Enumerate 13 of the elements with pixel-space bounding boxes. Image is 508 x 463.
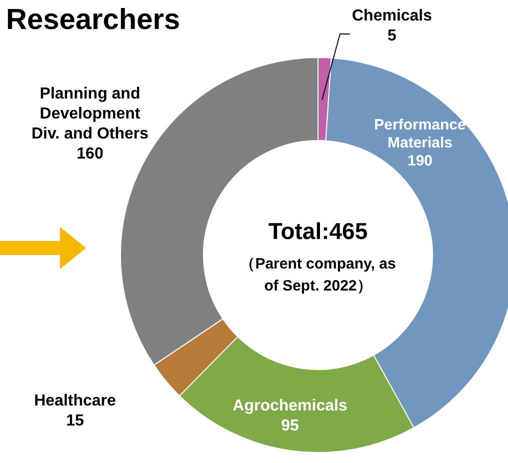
slice-label: Performance Materials: [374, 116, 466, 152]
data-label: 15: [66, 412, 84, 430]
data-label: 5: [388, 27, 397, 44]
text: （Parent company, as of Sept. 2022）: [240, 256, 396, 295]
data-label: 190: [407, 152, 433, 170]
data-label: 160: [76, 145, 104, 162]
chart-title: Researchers: [6, 4, 180, 37]
text: Total:465: [268, 218, 368, 244]
slice-label: Planning and Development Div. and Others: [31, 85, 149, 142]
slice-label: Chemicals: [352, 7, 432, 24]
slice-label: Healthcare: [34, 392, 116, 410]
slice-label: Agrochemicals: [232, 397, 348, 414]
data-label: 95: [281, 417, 299, 434]
